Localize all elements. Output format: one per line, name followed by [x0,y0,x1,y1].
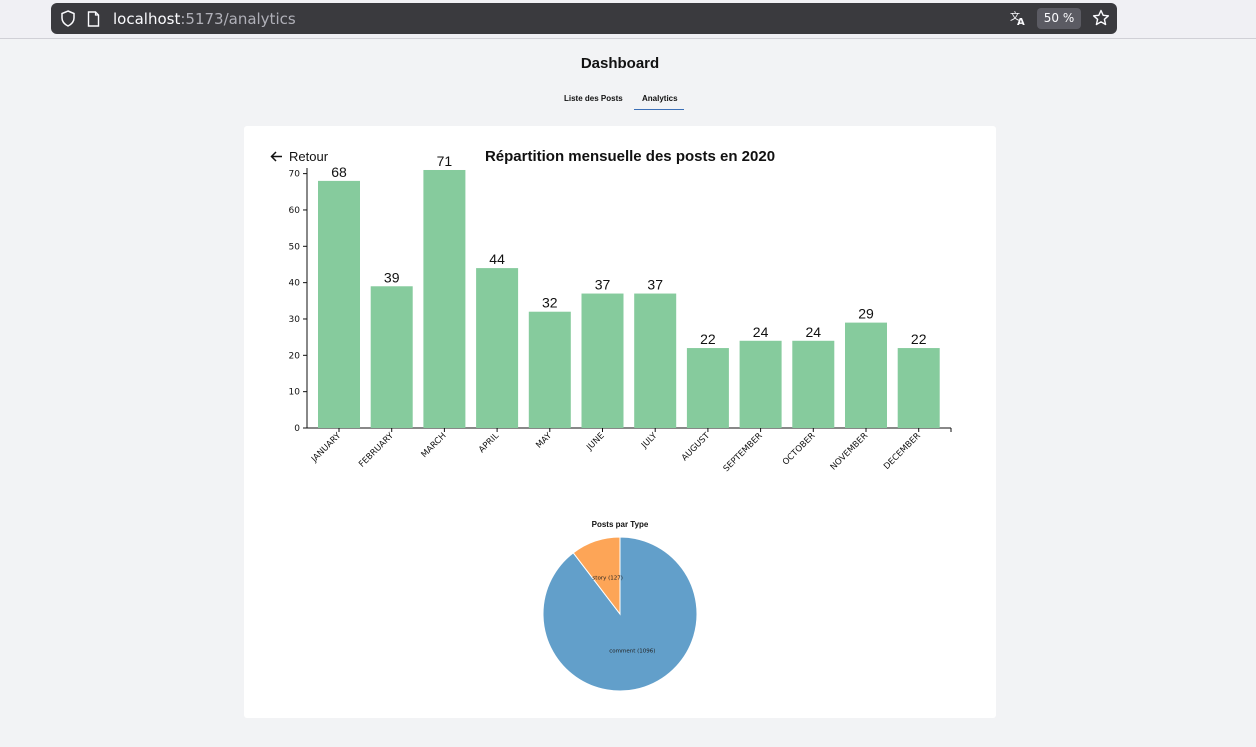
y-tick-label: 50 [289,242,301,252]
pie-slice-label: comment (1096) [609,648,655,654]
back-label: Retour [289,149,329,164]
pie-slice-story [572,536,621,616]
bar-value-label: 22 [911,331,927,347]
bar-september [739,340,782,428]
bookmark-star-icon[interactable] [1092,9,1110,31]
y-tick-label: 60 [289,206,301,216]
tab-analytics[interactable]: Analytics [634,92,684,110]
y-tick-label: 40 [289,279,301,289]
bar-value-label: 68 [331,164,347,180]
y-tick-label: 30 [289,315,301,325]
page-title: Dashboard [580,55,660,72]
bar-april [476,268,519,428]
bar-july [634,293,677,428]
pie-slice-comment [542,536,698,692]
pie-slice-label: story (127) [592,576,622,582]
bar-value-label: 24 [753,324,769,340]
y-tick-label: 70 [289,170,301,180]
bar-may [528,311,571,428]
arrow-left-icon [270,150,283,166]
bar-value-label: 24 [806,324,822,340]
svg-text:A: A [1017,17,1025,27]
tracking-protection-icon[interactable] [60,10,76,31]
y-tick-label: 0 [294,424,300,434]
bar-value-label: 44 [489,251,505,267]
url-text[interactable]: localhost:5173/analytics [113,10,296,28]
url-host: localhost [113,10,181,28]
bar-february [370,286,413,428]
bar-value-label: 32 [542,295,558,311]
tab-posts-list[interactable]: Liste des Posts [564,94,623,103]
bar-value-label: 29 [858,306,874,322]
bar-value-label: 39 [384,269,400,285]
bar-value-label: 37 [595,277,611,293]
pie-chart-title: Posts par Type [591,520,649,529]
bar-december [897,348,940,428]
url-path: :5173/analytics [180,10,296,28]
nav-tabs: Liste des Posts Analytics [0,92,1240,112]
y-tick-label: 10 [289,388,301,398]
bar-value-label: 37 [647,277,663,293]
y-tick-label: 20 [289,351,301,361]
bar-chart-title: Répartition mensuelle des posts en 2020 [484,148,776,165]
bar-october [792,340,835,428]
bar-value-label: 71 [437,153,453,169]
bar-value-label: 22 [700,331,716,347]
page-info-icon[interactable] [87,11,100,31]
bar-august [686,348,729,428]
svg-text:文: 文 [1010,10,1020,23]
zoom-level-button[interactable]: 50 % [1037,8,1081,29]
bar-november [845,322,887,428]
bar-january [318,180,360,428]
bar-march [423,169,466,428]
bar-june [581,293,624,428]
